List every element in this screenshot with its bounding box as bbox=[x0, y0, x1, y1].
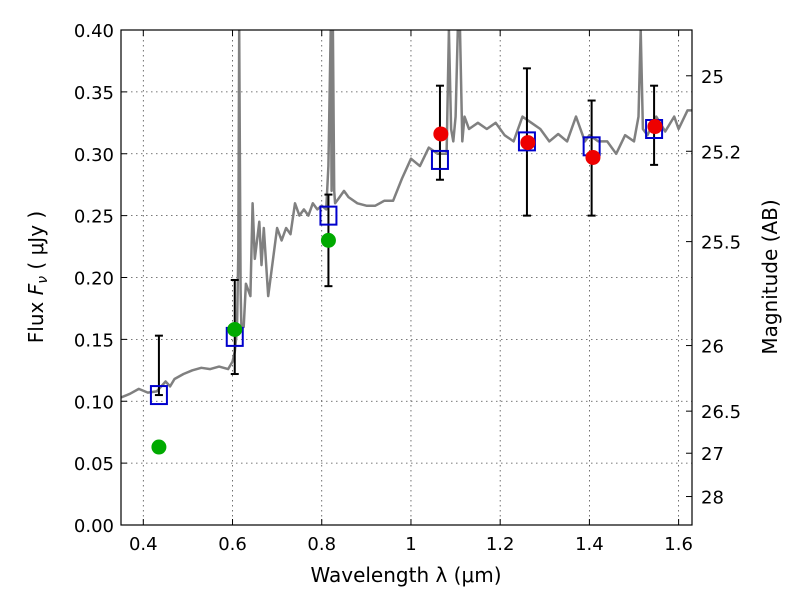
y2-tick-label: 27 bbox=[701, 444, 724, 465]
y2-axis-label: Magnitude (AB) bbox=[758, 199, 782, 354]
x-tick-label: 0.4 bbox=[129, 534, 158, 555]
y2-tick-label: 28 bbox=[701, 488, 724, 509]
tick-labels: 0.4 0.6 0.8 1 1.2 1.4 1.6 0.00 0.05 0.10 0.15 0.20 0… bbox=[74, 21, 741, 555]
red-point bbox=[647, 119, 663, 135]
red-point bbox=[585, 149, 601, 165]
y-tick-label: 0.25 bbox=[74, 207, 114, 228]
y2-tick-label: 26 bbox=[701, 337, 724, 358]
y-tick-label: 0.00 bbox=[74, 516, 114, 537]
green-point bbox=[151, 439, 167, 455]
y2-tick-label: 25 bbox=[701, 67, 724, 88]
model-square bbox=[319, 205, 338, 226]
y-axis-label: Flux Fν ( μJy ) bbox=[24, 211, 51, 343]
red-point bbox=[433, 126, 449, 142]
y2-tick-label: 25.5 bbox=[701, 233, 741, 254]
y-tick-label: 0.40 bbox=[74, 21, 114, 42]
x-tick-label: 1.6 bbox=[664, 534, 693, 555]
ticks bbox=[121, 29, 692, 526]
x-tick-label: 1.2 bbox=[486, 534, 515, 555]
y2-tick-label: 25.2 bbox=[701, 142, 741, 163]
model-square bbox=[149, 385, 168, 406]
red-point bbox=[520, 135, 536, 151]
y-tick-label: 0.05 bbox=[74, 454, 114, 475]
y-tick-label: 0.20 bbox=[74, 269, 114, 290]
x-tick-label: 1.4 bbox=[575, 534, 604, 555]
grid bbox=[121, 30, 692, 525]
y-tick-label: 0.30 bbox=[74, 145, 114, 166]
model-square bbox=[430, 149, 449, 170]
y-tick-label: 0.35 bbox=[74, 83, 114, 104]
spectrum-layer bbox=[121, 30, 692, 399]
green-point bbox=[320, 232, 336, 248]
spectrum-line bbox=[121, 30, 692, 399]
y-tick-label: 0.15 bbox=[74, 330, 114, 351]
x-tick-label: 0.8 bbox=[307, 534, 336, 555]
x-axis-label: Wavelength λ (μm) bbox=[310, 563, 501, 587]
x-tick-label: 1 bbox=[405, 534, 416, 555]
y2-tick-label: 26.5 bbox=[701, 402, 741, 423]
x-tick-label: 0.6 bbox=[218, 534, 247, 555]
marker-layer bbox=[149, 119, 664, 455]
y-tick-label: 0.10 bbox=[74, 392, 114, 413]
green-point bbox=[227, 321, 243, 337]
